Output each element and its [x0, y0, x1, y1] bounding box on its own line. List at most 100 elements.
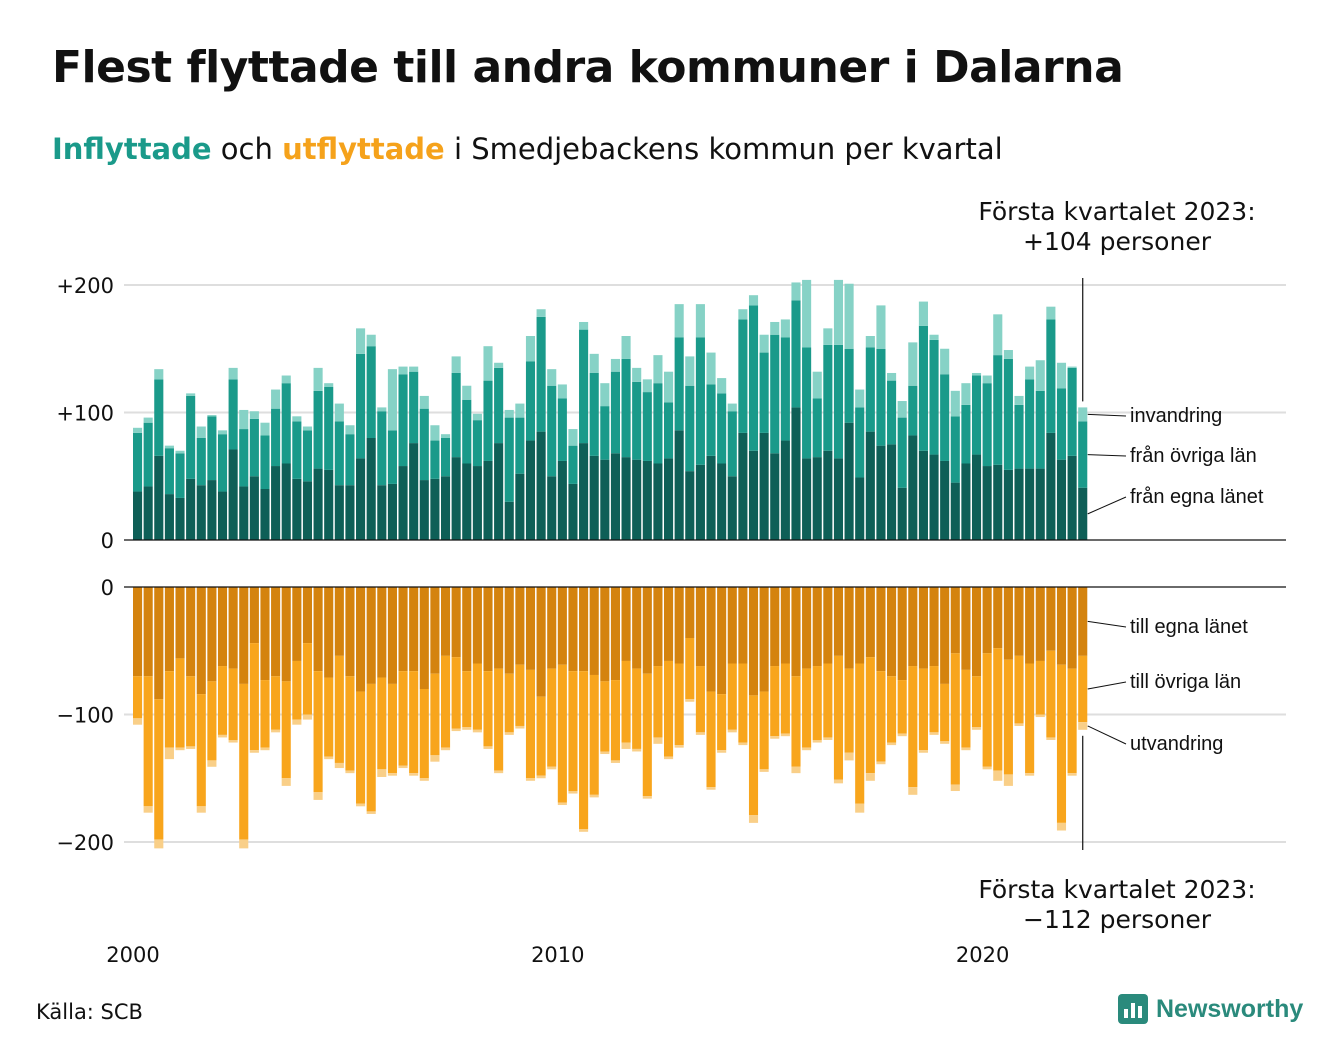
bar-från-övriga-län — [430, 440, 440, 479]
bar-till-egna-länet — [940, 587, 950, 684]
series-leader — [1087, 681, 1127, 690]
bar-till-övriga-län — [504, 673, 514, 733]
bar-till-egna-länet — [791, 587, 801, 677]
bar-från-egna-länet — [1078, 487, 1088, 540]
bar-utvandring — [940, 741, 950, 744]
bar-till-övriga-län — [855, 663, 865, 804]
bar-till-övriga-län — [430, 673, 440, 756]
bar-till-egna-länet — [557, 587, 567, 665]
bar-invandring — [738, 309, 748, 320]
bar-från-övriga-län — [313, 390, 323, 469]
bar-utvandring — [419, 778, 429, 781]
bar-invandring — [695, 304, 705, 338]
bar-från-övriga-län — [717, 393, 727, 464]
bar-från-egna-länet — [887, 444, 897, 541]
bar-från-övriga-län — [610, 371, 620, 454]
bar-till-egna-länet — [430, 587, 440, 674]
bar-från-egna-länet — [568, 483, 578, 540]
bar-invandring — [844, 283, 854, 349]
bar-till-övriga-län — [717, 694, 727, 751]
bar-invandring — [515, 403, 525, 418]
bar-till-egna-länet — [748, 587, 759, 696]
bar-från-egna-länet — [281, 463, 291, 540]
bar-till-egna-länet — [823, 587, 833, 664]
bar-utvandring — [387, 773, 397, 776]
bar-utvandring — [961, 747, 971, 751]
bar-från-egna-länet — [324, 469, 334, 541]
bar-utvandring — [685, 699, 695, 702]
grid-lines — [124, 284, 1286, 843]
bar-till-övriga-län — [440, 655, 451, 748]
bar-till-övriga-län — [557, 664, 567, 803]
bar-från-övriga-län — [653, 383, 663, 464]
bar-utvandring — [1035, 714, 1045, 718]
bar-till-egna-länet — [812, 587, 822, 667]
series-label: till egna länet — [1130, 616, 1248, 638]
bar-till-egna-länet — [164, 587, 174, 672]
bar-till-övriga-län — [483, 671, 493, 747]
bar-invandring — [908, 342, 918, 386]
bar-från-egna-länet — [133, 491, 143, 540]
bar-till-egna-länet — [685, 587, 695, 638]
bar-invandring — [780, 319, 790, 338]
bar-utvandring — [971, 727, 982, 730]
bar-till-egna-länet — [504, 587, 514, 674]
bar-invandring — [1025, 366, 1035, 380]
bar-till-övriga-län — [674, 663, 684, 746]
bar-till-egna-länet — [239, 587, 249, 684]
bar-från-egna-länet — [664, 458, 674, 540]
bar-till-övriga-län — [515, 664, 525, 726]
bar-invandring — [887, 372, 897, 381]
bar-från-egna-länet — [759, 432, 769, 540]
bar-utvandring — [982, 766, 992, 770]
bar-utvandring — [1078, 722, 1088, 730]
bar-invandring — [292, 416, 302, 422]
bar-från-övriga-län — [1003, 358, 1013, 470]
bar-från-egna-länet — [483, 460, 493, 540]
bar-från-egna-länet — [154, 455, 164, 540]
bar-från-egna-länet — [802, 458, 812, 540]
bar-från-övriga-län — [494, 367, 504, 444]
bar-från-egna-länet — [780, 440, 790, 540]
bar-utvandring — [228, 740, 238, 743]
bar-till-övriga-län — [249, 643, 259, 751]
bar-till-egna-länet — [292, 587, 302, 661]
y-tick-in: +100 — [56, 402, 114, 426]
bar-från-egna-länet — [940, 460, 950, 540]
bar-invandring — [961, 383, 971, 405]
bar-invandring — [164, 445, 174, 449]
bar-till-övriga-län — [664, 660, 674, 757]
bar-från-övriga-län — [706, 384, 716, 456]
bar-invandring — [228, 367, 238, 380]
bar-till-övriga-län — [695, 666, 705, 733]
bar-till-egna-länet — [143, 587, 153, 677]
bar-från-övriga-län — [642, 392, 652, 461]
annotation-bottom-line2: −112 personer — [1023, 905, 1212, 934]
y-tick-in: +200 — [56, 274, 114, 298]
bar-till-egna-länet — [738, 587, 748, 664]
bar-från-övriga-län — [515, 417, 525, 474]
bar-utvandring — [143, 806, 153, 813]
bar-invandring — [929, 334, 939, 340]
bar-invandring — [440, 434, 451, 438]
bar-från-övriga-län — [1046, 319, 1056, 433]
bar-från-egna-länet — [1046, 432, 1056, 540]
bar-utvandring — [302, 714, 313, 720]
bar-till-egna-länet — [154, 587, 164, 700]
bar-till-egna-länet — [802, 587, 812, 669]
bar-från-övriga-län — [207, 416, 217, 481]
bar-till-egna-länet — [387, 587, 397, 684]
bar-från-övriga-län — [791, 300, 801, 408]
bar-invandring — [685, 356, 695, 386]
bar-från-egna-länet — [472, 466, 482, 540]
y-tick-out: −100 — [56, 704, 114, 728]
bar-från-egna-länet — [600, 459, 610, 540]
bar-till-egna-länet — [770, 587, 780, 667]
bar-utvandring — [345, 770, 355, 774]
bar-till-egna-länet — [515, 587, 525, 665]
bar-från-egna-länet — [1014, 468, 1024, 540]
bar-invandring — [409, 366, 419, 372]
bar-invandring — [727, 403, 737, 412]
bar-till-övriga-län — [600, 681, 610, 752]
bar-från-egna-länet — [632, 459, 642, 540]
